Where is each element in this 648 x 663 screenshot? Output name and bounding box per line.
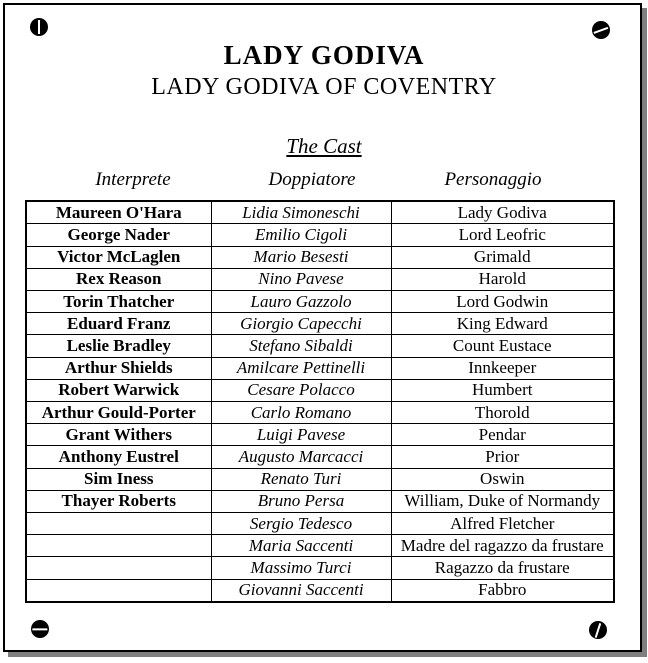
screw-top-right-icon <box>592 21 610 39</box>
page-title: LADY GODIVA <box>223 40 425 70</box>
cell-interprete: Leslie Bradley <box>25 334 212 358</box>
cell-interprete: Maureen O'Hara <box>25 200 212 225</box>
cell-doppiatore: Mario Besesti <box>210 245 392 269</box>
table-row: Victor McLaglen Mario Besesti Grimald <box>25 245 615 269</box>
cell-doppiatore: Renato Turi <box>210 467 392 491</box>
section-heading: The Cast <box>286 134 362 158</box>
table-row: George Nader Emilio Cigoli Lord Leofric <box>25 223 615 247</box>
cell-interprete: Torin Thatcher <box>25 289 212 314</box>
screw-slot <box>594 622 602 638</box>
table-row: Massimo Turci Ragazzo da frustare <box>25 556 615 580</box>
screw-slot <box>38 19 40 35</box>
cell-doppiatore: Maria Saccenti <box>210 534 392 558</box>
screw-slot <box>593 26 609 34</box>
cell-doppiatore: Emilio Cigoli <box>210 223 392 247</box>
cell-interprete <box>25 511 212 536</box>
cell-interprete <box>25 534 212 558</box>
cast-table: Maureen O'Hara Lidia Simoneschi Lady Godiv… <box>25 200 615 603</box>
table-row: Sergio Tedesco Alfred Fletcher <box>25 511 615 536</box>
cell-personaggio: Count Eustace <box>390 334 615 358</box>
cell-personaggio: Humbert <box>390 378 615 402</box>
cell-personaggio: Lord Leofric <box>390 223 615 247</box>
cell-doppiatore: Cesare Polacco <box>210 378 392 402</box>
cell-doppiatore: Lauro Gazzolo <box>210 289 392 314</box>
table-row: Maureen O'Hara Lidia Simoneschi Lady Godiv… <box>25 200 615 225</box>
cell-personaggio: Harold <box>390 267 615 291</box>
table-row: Rex Reason Nino Pavese Harold <box>25 267 615 291</box>
cell-interprete: Thayer Roberts <box>25 489 212 513</box>
cell-personaggio: Fabbro <box>390 578 615 603</box>
cell-personaggio: Prior <box>390 445 615 469</box>
screw-slot <box>32 627 48 630</box>
cell-personaggio: Ragazzo da frustare <box>390 556 615 580</box>
cell-interprete: Rex Reason <box>25 267 212 291</box>
screw-bottom-right-icon <box>589 621 607 639</box>
cast-table-body: Maureen O'Hara Lidia Simoneschi Lady Godiv… <box>25 200 615 603</box>
cell-doppiatore: Amilcare Pettinelli <box>210 356 392 380</box>
table-row: Torin Thatcher Lauro Gazzolo Lord Godwin <box>25 289 615 314</box>
cell-personaggio: Thorold <box>390 400 615 425</box>
cell-doppiatore: Augusto Marcacci <box>210 445 392 469</box>
page-subtitle: LADY GODIVA OF COVENTRY <box>151 74 497 100</box>
table-row: Arthur Gould-Porter Carlo Romano Thorold <box>25 400 615 425</box>
table-column-headers: Interprete Doppiatore Personaggio <box>0 169 648 193</box>
cell-doppiatore: Lidia Simoneschi <box>210 200 392 225</box>
cell-personaggio: Lord Godwin <box>390 289 615 314</box>
cell-doppiatore: Giorgio Capecchi <box>210 312 392 336</box>
screw-top-left-icon <box>30 18 48 36</box>
cell-interprete <box>25 578 212 603</box>
cell-doppiatore: Carlo Romano <box>210 400 392 425</box>
table-row: Arthur Shields Amilcare Pettinelli Innkeep… <box>25 356 615 380</box>
cell-interprete: Grant Withers <box>25 423 212 447</box>
cell-doppiatore: Massimo Turci <box>210 556 392 580</box>
cell-personaggio: Alfred Fletcher <box>390 511 615 536</box>
cell-interprete: Eduard Franz <box>25 312 212 336</box>
cell-interprete: Victor McLaglen <box>25 245 212 269</box>
column-header-personaggio: Personaggio <box>444 169 542 190</box>
cell-interprete: Arthur Shields <box>25 356 212 380</box>
cell-interprete: Anthony Eustrel <box>25 445 212 469</box>
cell-doppiatore: Sergio Tedesco <box>210 511 392 536</box>
cell-doppiatore: Stefano Sibaldi <box>210 334 392 358</box>
cell-personaggio: Lady Godiva <box>390 200 615 225</box>
cell-doppiatore: Bruno Persa <box>210 489 392 513</box>
cell-doppiatore: Nino Pavese <box>210 267 392 291</box>
cell-personaggio: Oswin <box>390 467 615 491</box>
table-row: Anthony Eustrel Augusto Marcacci Prior <box>25 445 615 469</box>
table-row: Eduard Franz Giorgio Capecchi King Edward <box>25 312 615 336</box>
column-header-doppiatore: Doppiatore <box>268 169 356 190</box>
cell-interprete: Robert Warwick <box>25 378 212 402</box>
cell-interprete: George Nader <box>25 223 212 247</box>
cell-interprete <box>25 556 212 580</box>
cell-personaggio: Pendar <box>390 423 615 447</box>
cell-personaggio: Innkeeper <box>390 356 615 380</box>
cell-personaggio: Madre del ragazzo da frustare <box>390 534 615 558</box>
table-row: Sim Iness Renato Turi Oswin <box>25 467 615 491</box>
cell-personaggio: King Edward <box>390 312 615 336</box>
table-row: Robert Warwick Cesare Polacco Humbert <box>25 378 615 402</box>
table-row: Maria Saccenti Madre del ragazzo da frust… <box>25 534 615 558</box>
column-header-interprete: Interprete <box>95 169 171 190</box>
cell-interprete: Arthur Gould-Porter <box>25 400 212 425</box>
table-row: Grant Withers Luigi Pavese Pendar <box>25 423 615 447</box>
cell-personaggio: Grimald <box>390 245 615 269</box>
screw-bottom-left-icon <box>31 620 49 638</box>
table-row: Thayer Roberts Bruno Persa William, Duke o… <box>25 489 615 513</box>
table-row: Giovanni Saccenti Fabbro <box>25 578 615 603</box>
cell-interprete: Sim Iness <box>25 467 212 491</box>
cell-personaggio: William, Duke of Normandy <box>390 489 615 513</box>
cell-doppiatore: Luigi Pavese <box>210 423 392 447</box>
table-row: Leslie Bradley Stefano Sibaldi Count Eusta… <box>25 334 615 358</box>
cell-doppiatore: Giovanni Saccenti <box>210 578 392 603</box>
